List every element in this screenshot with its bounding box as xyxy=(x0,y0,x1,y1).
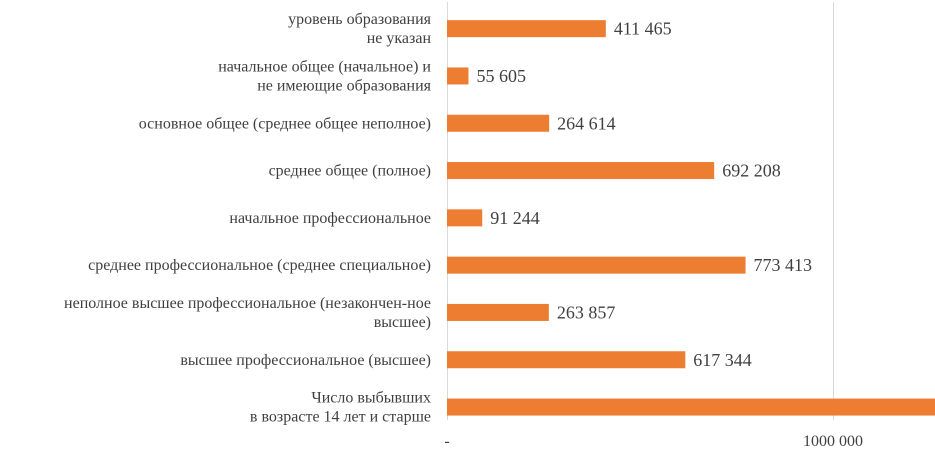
value-label: 411 465 xyxy=(614,19,672,39)
category-label: не имеющие образования xyxy=(257,77,431,94)
category-label: начальное общее (начальное) и xyxy=(218,58,431,75)
bar xyxy=(447,162,715,180)
category-label: Число выбывших xyxy=(311,390,431,407)
value-label: 264 614 xyxy=(557,113,616,133)
category-label: основное общее (среднее общее неполное) xyxy=(139,115,431,132)
category-label: высшее) xyxy=(374,314,431,331)
value-labels: 411 465 55 605 264 614 692 208 91 244 773 413… xyxy=(476,19,813,370)
bar xyxy=(447,398,935,416)
bar xyxy=(447,67,469,85)
bar xyxy=(447,351,686,369)
category-label: среднее общее (полное) xyxy=(269,163,431,180)
value-label: 91 244 xyxy=(490,208,540,228)
bar xyxy=(447,20,606,38)
category-label: неполное высшее профессиональное (незако… xyxy=(64,295,431,312)
bar xyxy=(447,114,550,132)
value-label: 773 413 xyxy=(754,255,813,275)
category-label: среднее профессиональное (среднее специа… xyxy=(88,257,431,274)
value-label: 617 344 xyxy=(693,350,752,370)
x-tick-label: 1000 000 xyxy=(803,433,863,450)
value-label: 692 208 xyxy=(722,161,781,181)
bar xyxy=(447,256,746,274)
category-label: в возрасте 14 лет и старше xyxy=(250,409,431,426)
category-labels: уровень образования не указан начальное об… xyxy=(64,11,432,425)
category-label: высшее профессиональное (высшее) xyxy=(180,352,431,369)
bar xyxy=(447,303,549,321)
category-label: не указан xyxy=(367,30,432,47)
bars xyxy=(447,20,935,416)
bar xyxy=(447,209,483,227)
value-label: 55 605 xyxy=(476,66,525,86)
category-label: уровень образования xyxy=(288,11,431,28)
category-label: начальное профессиональное xyxy=(229,210,431,227)
x-axis-ticks: -1000 0002000 0003000 000 xyxy=(444,433,863,450)
x-tick-label: - xyxy=(444,433,449,450)
value-label: 263 857 xyxy=(557,302,616,322)
